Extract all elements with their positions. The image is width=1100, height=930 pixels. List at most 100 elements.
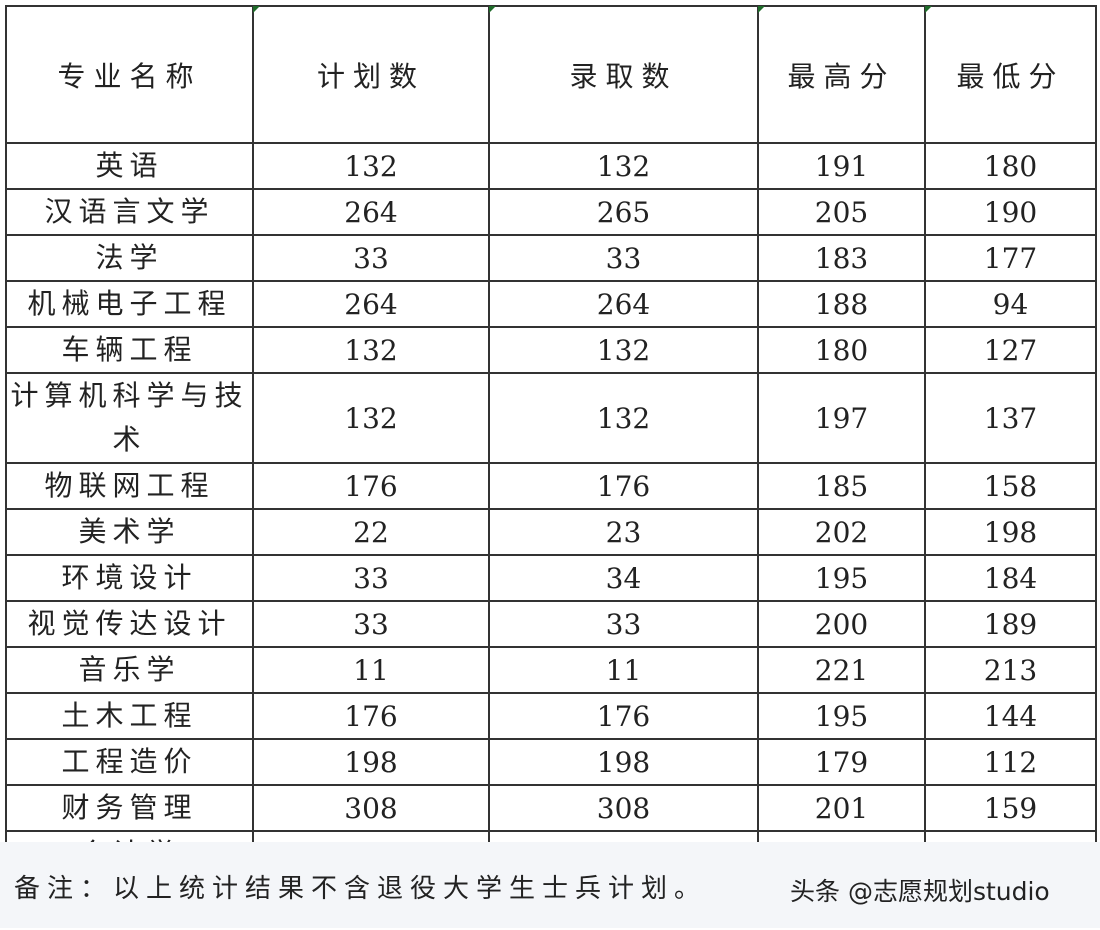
cell-min-score: 184 — [924, 554, 1097, 602]
cell-min-score: 190 — [924, 188, 1097, 236]
cell-max-score: 188 — [757, 280, 926, 328]
table-row: 机械电子工程 264 264 188 94 — [5, 280, 1097, 328]
cell-max-score: 179 — [757, 738, 926, 786]
header-max-score: 最高分 — [757, 5, 926, 144]
table-row: 环境设计 33 34 195 184 — [5, 554, 1097, 602]
cell-major: 物联网工程 — [5, 462, 254, 510]
header-label: 计划数 — [316, 59, 425, 93]
table-row: 物联网工程 176 176 185 158 — [5, 462, 1097, 510]
cell-max-score: 201 — [757, 784, 926, 832]
cell-major: 土木工程 — [5, 692, 254, 740]
cell-max-score: 183 — [757, 234, 926, 282]
cell-major: 音乐学 — [5, 646, 254, 694]
cell-plan: 22 — [252, 508, 490, 556]
table-row: 英语 132 132 191 180 — [5, 142, 1097, 190]
table-row: 汉语言文学 264 265 205 190 — [5, 188, 1097, 236]
table-row: 车辆工程 132 132 180 127 — [5, 326, 1097, 374]
cell-max-score: 205 — [757, 188, 926, 236]
cell-major: 英语 — [5, 142, 254, 190]
cell-admitted: 264 — [488, 280, 759, 328]
cell-admitted: 198 — [488, 738, 759, 786]
cell-plan: 132 — [252, 326, 490, 374]
cell-admitted: 33 — [488, 600, 759, 648]
cell-major: 车辆工程 — [5, 326, 254, 374]
cell-min-score: 127 — [924, 326, 1097, 374]
header-plan: 计划数 — [252, 5, 490, 144]
cell-plan: 308 — [252, 784, 490, 832]
footer: 备注：以上统计结果不含退役大学生士兵计划。 头条 @志愿规划studio — [0, 842, 1100, 928]
cell-admitted: 132 — [488, 326, 759, 374]
cell-plan: 176 — [252, 462, 490, 510]
cell-admitted: 176 — [488, 462, 759, 510]
cell-marker — [925, 6, 932, 13]
cell-min-score: 137 — [924, 372, 1097, 464]
footnote: 备注：以上统计结果不含退役大学生士兵计划。 — [14, 874, 708, 904]
table-row: 视觉传达设计 33 33 200 189 — [5, 600, 1097, 648]
cell-major: 环境设计 — [5, 554, 254, 602]
cell-min-score: 198 — [924, 508, 1097, 556]
cell-max-score: 185 — [757, 462, 926, 510]
table-row: 工程造价 198 198 179 112 — [5, 738, 1097, 786]
cell-plan: 33 — [252, 600, 490, 648]
header-major: 专业名称 — [5, 5, 254, 144]
cell-marker — [253, 6, 260, 13]
cell-max-score: 195 — [757, 554, 926, 602]
cell-plan: 11 — [252, 646, 490, 694]
table-body: 英语 132 132 191 180 汉语言文学 264 265 205 190 法学 33 33 183… — [5, 142, 1097, 878]
cell-min-score: 112 — [924, 738, 1097, 786]
cell-max-score: 221 — [757, 646, 926, 694]
cell-min-score: 94 — [924, 280, 1097, 328]
cell-min-score: 180 — [924, 142, 1097, 190]
watermark: 头条 @志愿规划studio — [790, 877, 1050, 906]
cell-min-score: 213 — [924, 646, 1097, 694]
table-row: 音乐学 11 11 221 213 — [5, 646, 1097, 694]
table-row: 计算机科学与技术 132 132 197 137 — [5, 372, 1097, 464]
cell-max-score: 200 — [757, 600, 926, 648]
cell-admitted: 33 — [488, 234, 759, 282]
cell-plan: 198 — [252, 738, 490, 786]
cell-major: 工程造价 — [5, 738, 254, 786]
cell-admitted: 34 — [488, 554, 759, 602]
cell-major: 汉语言文学 — [5, 188, 254, 236]
cell-major: 机械电子工程 — [5, 280, 254, 328]
cell-admitted: 11 — [488, 646, 759, 694]
cell-plan: 33 — [252, 554, 490, 602]
table-row: 美术学 22 23 202 198 — [5, 508, 1097, 556]
cell-max-score: 180 — [757, 326, 926, 374]
cell-plan: 264 — [252, 280, 490, 328]
cell-major: 计算机科学与技术 — [5, 372, 254, 464]
table-row: 财务管理 308 308 201 159 — [5, 784, 1097, 832]
cell-min-score: 189 — [924, 600, 1097, 648]
header-label: 最低分 — [956, 59, 1065, 93]
cell-major: 美术学 — [5, 508, 254, 556]
cell-max-score: 197 — [757, 372, 926, 464]
cell-major: 视觉传达设计 — [5, 600, 254, 648]
cell-major: 法学 — [5, 234, 254, 282]
header-min-score: 最低分 — [924, 5, 1097, 144]
cell-min-score: 159 — [924, 784, 1097, 832]
header-label: 最高分 — [787, 59, 896, 93]
cell-major: 财务管理 — [5, 784, 254, 832]
header-admitted: 录取数 — [488, 5, 759, 144]
cell-plan: 176 — [252, 692, 490, 740]
cell-admitted: 132 — [488, 372, 759, 464]
cell-plan: 264 — [252, 188, 490, 236]
admission-table: 专业名称 计划数 录取数 最高分 最低分 英语 132 132 191 180 汉语言文学… — [5, 5, 1097, 878]
cell-admitted: 132 — [488, 142, 759, 190]
cell-min-score: 177 — [924, 234, 1097, 282]
cell-min-score: 144 — [924, 692, 1097, 740]
cell-max-score: 191 — [757, 142, 926, 190]
cell-max-score: 195 — [757, 692, 926, 740]
cell-marker — [758, 6, 765, 13]
table-row: 土木工程 176 176 195 144 — [5, 692, 1097, 740]
table-row: 法学 33 33 183 177 — [5, 234, 1097, 282]
cell-plan: 132 — [252, 142, 490, 190]
cell-admitted: 308 — [488, 784, 759, 832]
cell-min-score: 158 — [924, 462, 1097, 510]
header-row: 专业名称 计划数 录取数 最高分 最低分 — [5, 5, 1097, 144]
cell-marker — [489, 6, 496, 13]
cell-admitted: 265 — [488, 188, 759, 236]
header-label: 录取数 — [569, 59, 678, 93]
header-label: 专业名称 — [57, 59, 202, 93]
cell-plan: 132 — [252, 372, 490, 464]
